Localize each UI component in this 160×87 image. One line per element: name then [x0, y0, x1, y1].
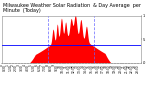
Text: Milwaukee Weather Solar Radiation  & Day Average  per Minute  (Today): Milwaukee Weather Solar Radiation & Day … [3, 3, 141, 13]
